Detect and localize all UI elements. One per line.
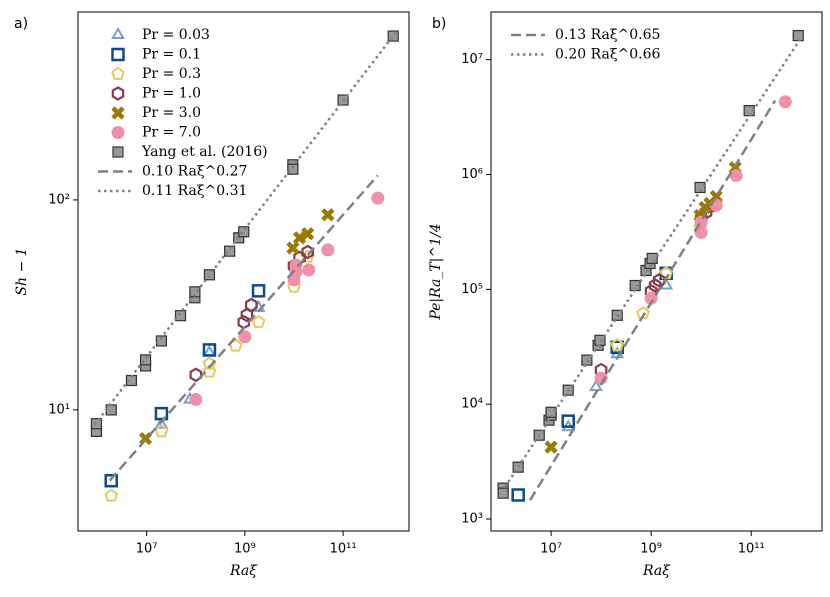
marker-pentagon [154, 424, 169, 438]
marker-gray-square [224, 245, 236, 257]
marker-circle [321, 243, 335, 257]
marker-hexagon [245, 297, 258, 313]
legend-label: Pr = 1.0 [142, 86, 201, 102]
marker-gray-square [189, 286, 201, 298]
marker-x [292, 231, 307, 245]
marker-gray-square [174, 310, 187, 322]
marker-hexagon [189, 367, 203, 383]
marker-gray-square [545, 406, 557, 418]
marker-x [321, 208, 335, 222]
legend-label: 0.13 Raξ^0.65 [555, 27, 660, 43]
marker-square [511, 488, 525, 502]
y-tick-label: 10² [48, 192, 70, 207]
marker-hexagon [648, 278, 662, 293]
marker-pentagon [202, 364, 217, 378]
marker-x [286, 241, 300, 255]
marker-circle [778, 95, 792, 109]
fit-line [93, 29, 399, 426]
marker-pentagon [104, 488, 119, 502]
marker-gray-square [238, 226, 250, 238]
legend-label: Pr = 7.0 [142, 125, 201, 141]
marker-circle [302, 263, 316, 277]
legend-label: 0.11 Raξ^0.31 [142, 183, 247, 199]
legend-label: Pr = 0.03 [142, 27, 210, 43]
marker-pentagon [251, 314, 266, 328]
marker-circle [238, 330, 252, 344]
legend-label: Pr = 0.1 [142, 47, 201, 63]
x-tick-label: 10⁷ [540, 542, 562, 557]
panel-label: b) [432, 16, 446, 32]
marker-triangle [589, 379, 603, 392]
marker-gray-square [105, 404, 117, 416]
marker-gray-square [497, 487, 509, 499]
x-tick-label: 10¹¹ [738, 542, 765, 557]
marker-gray-square [387, 30, 399, 42]
marker-circle [189, 393, 203, 407]
y-tick-label: 10⁵ [461, 282, 483, 297]
marker-pentagon [610, 338, 625, 352]
marker-pentagon [111, 66, 125, 80]
fit-line [528, 99, 777, 501]
marker-circle [111, 126, 125, 139]
marker-hexagon [240, 307, 254, 323]
x-tick-label: 10⁹ [234, 542, 256, 557]
marker-gray-square [139, 354, 152, 366]
marker-square [154, 406, 169, 421]
marker-square [202, 343, 217, 357]
marker-triangle [111, 27, 125, 39]
x-tick-label: 10¹¹ [330, 542, 357, 557]
marker-hexagon [652, 273, 666, 288]
y-tick-label: 10⁶ [461, 167, 483, 182]
x-tick-label: 10⁹ [640, 542, 662, 557]
x-tick-label: 10⁷ [136, 542, 158, 557]
y-tick-label: 10³ [461, 512, 483, 527]
marker-pentagon [287, 279, 301, 293]
marker-circle [289, 258, 303, 272]
marker-circle [694, 225, 708, 239]
legend-label: 0.20 Raξ^0.66 [555, 47, 661, 63]
marker-gray-square [581, 354, 593, 366]
legend-label: Yang et al. (2016) [141, 144, 268, 160]
marker-x [544, 440, 558, 454]
y-axis-label: Sh − 1 [14, 247, 30, 295]
marker-square [561, 414, 575, 428]
marker-square [251, 284, 266, 298]
x-axis-label: Raξ [229, 563, 258, 579]
x-axis-label: Raξ [642, 563, 671, 579]
marker-circle [644, 291, 658, 305]
y-tick-label: 10⁷ [461, 52, 483, 67]
marker-gray-square [512, 461, 524, 473]
panel-label: a) [14, 16, 28, 32]
legend-label: Pr = 3.0 [142, 105, 201, 121]
marker-circle [729, 169, 743, 183]
marker-square [104, 473, 118, 488]
marker-circle [371, 191, 385, 205]
y-tick-label: 10⁴ [461, 397, 483, 412]
marker-x [301, 227, 315, 241]
marker-hexagon [111, 86, 125, 101]
legend-label: Pr = 0.3 [142, 66, 201, 82]
marker-gray-square [594, 334, 606, 346]
marker-gray-square [155, 335, 168, 347]
marker-gray-square [287, 163, 299, 175]
y-axis-label: Pe|Ra_T|^1/4 [428, 223, 444, 320]
legend-label: 0.10 Raξ^0.27 [142, 164, 247, 180]
marker-gray-square [203, 269, 216, 281]
marker-circle [594, 371, 608, 385]
marker-gray-square [646, 252, 658, 265]
marker-gray-square [792, 29, 804, 42]
marker-square [111, 47, 125, 62]
plot-frame [490, 11, 823, 532]
plot-frame [77, 11, 410, 532]
marker-gray-square [112, 146, 124, 158]
marker-x [111, 106, 125, 120]
y-tick-label: 10¹ [48, 402, 70, 417]
marker-gray-square [694, 181, 706, 194]
fit-line [108, 174, 379, 482]
